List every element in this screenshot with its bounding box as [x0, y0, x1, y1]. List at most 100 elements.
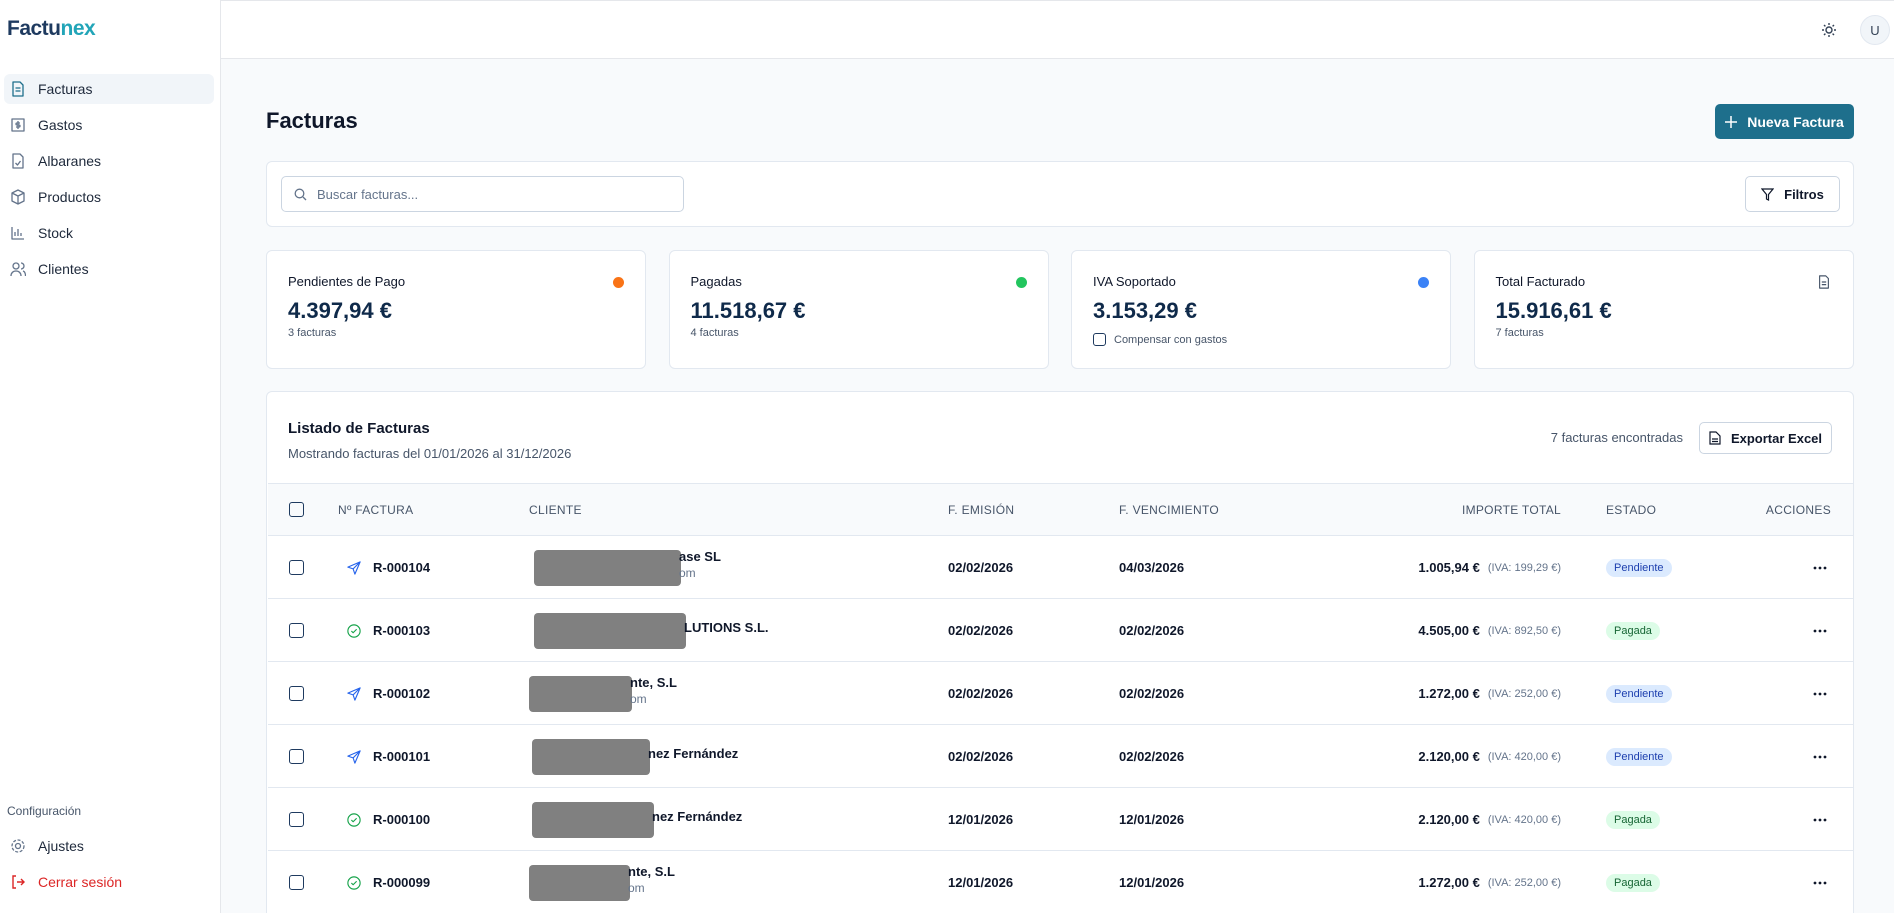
- icon-path: [1818, 275, 1829, 289]
- cell: [289, 662, 304, 725]
- dot: [1818, 881, 1822, 884]
- client-text: nez Fernández: [648, 746, 738, 761]
- redaction: [529, 864, 630, 901]
- client-cell: nez Fernández: [532, 725, 738, 788]
- result-count: 7 facturas encontradas: [1550, 430, 1683, 445]
- row-actions[interactable]: [1813, 692, 1827, 696]
- row-actions[interactable]: [1813, 818, 1827, 822]
- client-email: om: [628, 881, 645, 895]
- invoice-number[interactable]: R-000099: [373, 875, 431, 890]
- nav-label: Facturas: [38, 81, 93, 97]
- label: Nueva Factura: [1747, 113, 1844, 130]
- compensate-toggle[interactable]: Compensar con gastos: [1093, 333, 1227, 346]
- checkbox-label: Compensar con gastos: [1114, 333, 1228, 346]
- settings-link[interactable]: Ajustes: [4, 831, 214, 861]
- icon: [1818, 275, 1829, 289]
- dot: [1813, 566, 1817, 569]
- client-name: LUTIONS S.L.: [684, 620, 769, 635]
- row-checkbox[interactable]: [289, 686, 304, 701]
- label: Cerrar sesión: [38, 874, 123, 890]
- due-date: 12/01/2026: [1119, 875, 1185, 890]
- logo[interactable]: Factunex: [7, 17, 96, 41]
- dot: [1823, 629, 1827, 632]
- column-header: ESTADO: [1606, 502, 1657, 517]
- client-cell: nte, S.L om: [529, 851, 675, 913]
- issue-date: 02/02/2026: [948, 560, 1014, 575]
- table-row: R-000100 nez Fernández 12/01/2026 12/01/202…: [268, 787, 1853, 850]
- logout-link[interactable]: Cerrar sesión: [4, 867, 214, 897]
- export-button[interactable]: Exportar Excel: [1699, 422, 1832, 454]
- invoice-number[interactable]: R-000101: [373, 749, 431, 764]
- search-input[interactable]: Buscar facturas...: [281, 176, 684, 212]
- row-checkbox[interactable]: [289, 875, 304, 890]
- row-checkbox[interactable]: [289, 560, 304, 575]
- checkbox[interactable]: [1093, 333, 1106, 346]
- row-checkbox[interactable]: [289, 749, 304, 764]
- invoice-number[interactable]: R-000103: [373, 623, 431, 638]
- actions-cell: [1813, 662, 1827, 725]
- vat: (IVA: 252,00 €): [1487, 876, 1561, 889]
- row-actions[interactable]: [1813, 629, 1827, 633]
- icon-path: [12, 153, 24, 169]
- issue-date: 12/01/2026: [948, 812, 1014, 827]
- icon-path: [12, 81, 24, 97]
- icon-path: [347, 875, 361, 890]
- client-cell: nez Fernández: [532, 788, 742, 851]
- select-all[interactable]: [289, 502, 304, 517]
- total-cell: 2.120,00 € (IVA: 420,00 €): [1418, 725, 1561, 788]
- column-header: F. VENCIMIENTO: [1119, 502, 1219, 517]
- dot: [1813, 629, 1817, 632]
- nav-item[interactable]: Gastos: [4, 110, 214, 140]
- row-actions[interactable]: [1813, 881, 1827, 885]
- new-invoice-button[interactable]: Nueva Factura: [1715, 104, 1854, 139]
- client-text: nte, S.L om: [630, 675, 677, 706]
- status-cell: Pendiente: [1606, 725, 1672, 788]
- stat-card: Pagadas 11.518,67 € 4 facturas: [668, 250, 1049, 369]
- icon-path: [347, 560, 361, 575]
- stat-value: 15.916,61 €: [1495, 298, 1612, 323]
- icon-path: [347, 623, 361, 638]
- nav-item[interactable]: Stock: [4, 218, 214, 248]
- client-name: nez Fernández: [652, 809, 743, 824]
- list-title: Listado de Facturas: [288, 420, 430, 437]
- row-actions[interactable]: [1813, 755, 1827, 759]
- nav-item[interactable]: Facturas: [4, 74, 214, 104]
- icon: [10, 262, 26, 277]
- nav-item[interactable]: Albaranes: [4, 146, 214, 176]
- status-cell: Pagada: [1606, 788, 1660, 851]
- row-actions[interactable]: [1813, 566, 1827, 570]
- stat-label: IVA Soportado: [1093, 274, 1176, 289]
- row-checkbox[interactable]: [289, 623, 304, 638]
- nav-item[interactable]: Clientes: [4, 254, 214, 284]
- invoice-number[interactable]: R-000104: [373, 560, 431, 575]
- icon: [12, 81, 24, 97]
- issue-date: 12/01/2026: [948, 875, 1014, 890]
- filters-button[interactable]: Filtros: [1745, 176, 1840, 212]
- row-checkbox[interactable]: [289, 812, 304, 827]
- nav-label: Clientes: [38, 261, 89, 277]
- dot: [1823, 818, 1827, 821]
- invoice-number-cell: R-000103: [347, 599, 430, 662]
- total: 2.120,00 €: [1418, 749, 1480, 764]
- status-badge: Pagada: [1606, 810, 1660, 829]
- dot: [1818, 692, 1822, 695]
- nav-item[interactable]: Productos: [4, 182, 214, 212]
- avatar[interactable]: U: [1860, 15, 1890, 45]
- column-header: CLIENTE: [529, 502, 582, 517]
- invoice-number[interactable]: R-000102: [373, 686, 431, 701]
- nav-label: Gastos: [38, 117, 83, 133]
- stat-card: IVA Soportado 3.153,29 € Compensar con gas…: [1071, 250, 1451, 369]
- vat: (IVA: 420,00 €): [1487, 750, 1561, 763]
- page-title: Facturas: [266, 108, 358, 133]
- invoice-number-cell: R-000101: [347, 725, 430, 788]
- dot: [1818, 755, 1822, 758]
- invoice-number[interactable]: R-000100: [373, 812, 431, 827]
- stat-label: Total Facturado: [1495, 274, 1586, 289]
- theme-toggle[interactable]: [1821, 22, 1837, 38]
- actions-cell: [1813, 851, 1827, 913]
- icon: [347, 749, 361, 764]
- icon: [347, 560, 361, 575]
- list-card: Listado de Facturas Mostrando facturas d…: [266, 391, 1854, 913]
- table-row: R-000103 LUTIONS S.L. 02/02/2026 02/02/2026…: [268, 598, 1853, 661]
